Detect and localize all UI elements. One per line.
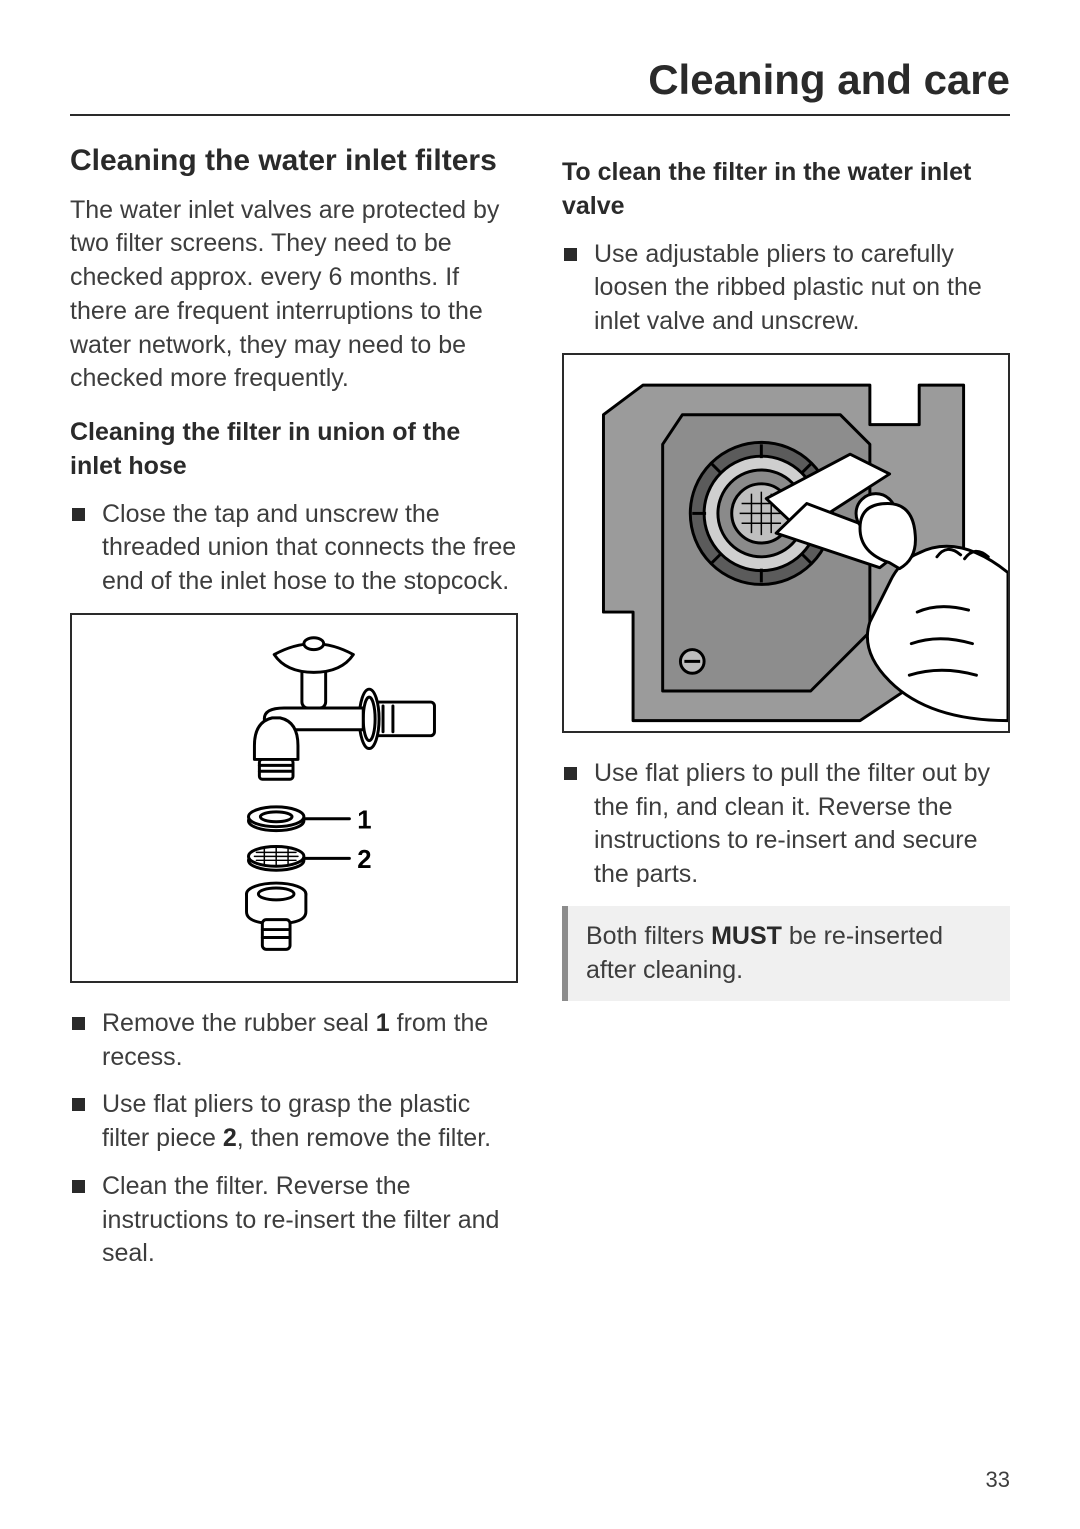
columns: Cleaning the water inlet filters The wat… xyxy=(70,142,1010,1285)
tap-diagram-icon: 1 2 xyxy=(72,615,516,981)
list-item: Use flat pliers to pull the filter out b… xyxy=(562,757,1010,892)
bold-ref: 1 xyxy=(376,1009,390,1037)
steps-list-right-2: Use flat pliers to pull the filter out b… xyxy=(562,757,1010,892)
page-number: 33 xyxy=(986,1467,1010,1493)
steps-list-left-1: Close the tap and unscrew the threaded u… xyxy=(70,498,518,599)
sub-title-right: To clean the filter in the water inlet v… xyxy=(562,156,1010,224)
section-title: Cleaning the water inlet filters xyxy=(70,142,518,180)
figure-label-2: 2 xyxy=(357,846,371,874)
page: Cleaning and care Cleaning the water inl… xyxy=(0,0,1080,1529)
sub-title-left: Cleaning the filter in union of the inle… xyxy=(70,416,518,484)
left-column: Cleaning the water inlet filters The wat… xyxy=(70,142,518,1285)
text: Both filters xyxy=(586,922,711,950)
title-rule xyxy=(70,114,1010,116)
figure-pliers xyxy=(562,353,1010,733)
figure-label-1: 1 xyxy=(357,806,371,834)
list-item: Clean the filter. Reverse the instructio… xyxy=(70,1170,518,1271)
list-item: Remove the rubber seal 1 from the recess… xyxy=(70,1007,518,1075)
right-column: To clean the filter in the water inlet v… xyxy=(562,142,1010,1285)
pliers-diagram-icon xyxy=(564,355,1008,731)
intro-paragraph: The water inlet valves are protected by … xyxy=(70,194,518,397)
bold-text: MUST xyxy=(711,922,782,950)
page-title: Cleaning and care xyxy=(70,56,1010,104)
text: Remove the rubber seal xyxy=(102,1009,376,1037)
figure-tap: 1 2 xyxy=(70,613,518,983)
text: , then remove the filter. xyxy=(237,1124,491,1152)
list-item: Use flat pliers to grasp the plastic fil… xyxy=(70,1088,518,1156)
steps-list-right-1: Use adjustable pliers to carefully loose… xyxy=(562,238,1010,339)
callout-box: Both filters MUST be re-inserted after c… xyxy=(562,906,1010,1002)
list-item: Close the tap and unscrew the threaded u… xyxy=(70,498,518,599)
steps-list-left-2: Remove the rubber seal 1 from the recess… xyxy=(70,1007,518,1271)
bold-ref: 2 xyxy=(223,1124,237,1152)
list-item: Use adjustable pliers to carefully loose… xyxy=(562,238,1010,339)
